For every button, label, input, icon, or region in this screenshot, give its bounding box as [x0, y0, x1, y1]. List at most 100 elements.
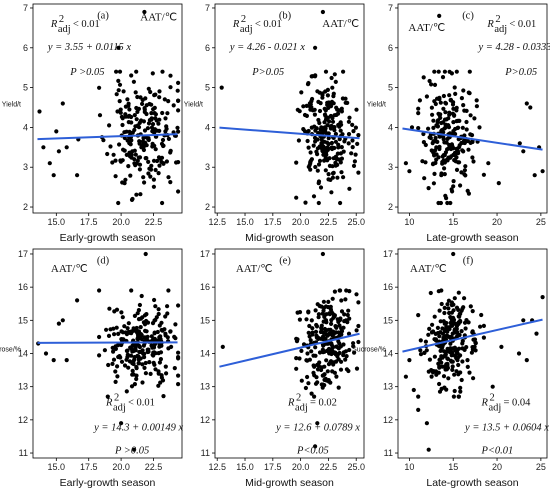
y-tick-label: 13 [18, 382, 28, 392]
scatter-point [356, 133, 361, 138]
scatter-point [315, 89, 320, 94]
scatter-point [169, 344, 174, 349]
r2-subscript: adj [494, 24, 507, 35]
scatter-point [165, 111, 170, 116]
scatter-point [132, 157, 137, 162]
scatter-point [467, 370, 472, 375]
scatter-point [157, 163, 162, 168]
regression-equation: y = 3.55 + 0.0115 x [47, 42, 131, 53]
scatter-point [448, 315, 453, 320]
scatter-point [338, 151, 343, 156]
scatter-point [354, 328, 359, 333]
scatter-point [532, 173, 537, 178]
scatter-point [440, 159, 445, 165]
r2-value: = 0.04 [503, 398, 531, 409]
scatter-point [496, 181, 501, 186]
scatter-point [146, 121, 152, 126]
y-tick-label: 7 [388, 3, 393, 13]
scatter-point [407, 358, 412, 363]
scatter-point [148, 371, 153, 376]
scatter-point [142, 355, 147, 360]
scatter-point [168, 148, 173, 153]
scatter-point [175, 88, 180, 93]
panel-d: 15.0 17.5 20.0 22.5 11 12 13 14 15 16 17 Early-grow… [0, 248, 184, 489]
scatter-point [347, 347, 352, 353]
y-tick-label: 16 [383, 282, 393, 292]
scatter-point [145, 126, 150, 131]
scatter-point [135, 353, 140, 359]
scatter-point [460, 359, 465, 364]
scatter-point [403, 161, 408, 166]
scatter-point [341, 175, 346, 180]
scatter-point [418, 338, 423, 343]
scatter-point [164, 159, 169, 164]
y-tick-label: 6 [205, 43, 210, 53]
scatter-point [102, 348, 107, 353]
scatter-point [176, 98, 181, 103]
scatter-point [152, 93, 157, 98]
scatter-point [464, 127, 469, 132]
y-tick-label: 16 [200, 282, 210, 292]
scatter-point [116, 45, 121, 50]
scatter-point [336, 357, 341, 362]
panel-label: (c) [462, 10, 474, 21]
r2-exponent: 2 [59, 14, 64, 25]
scatter-point [521, 318, 526, 323]
scatter-point [474, 104, 479, 109]
scatter-point [176, 129, 181, 134]
scatter-point [318, 101, 323, 106]
scatter-point [460, 140, 466, 145]
scatter-point [97, 113, 103, 118]
scatter-point [324, 358, 329, 363]
scatter-point [451, 251, 456, 257]
scatter-point [432, 171, 437, 176]
x-axis-label: Early-growth season [60, 477, 156, 489]
scatter-point [165, 335, 170, 340]
scatter-point [428, 290, 433, 296]
scatter-point [115, 109, 120, 114]
scatter-point [297, 109, 302, 114]
scatter-point [468, 113, 473, 118]
scatter-point [156, 383, 161, 388]
y-axis-label: Yield/t [184, 101, 203, 108]
scatter-point [455, 125, 460, 131]
scatter-point [294, 356, 299, 361]
x-tick-label: 20 [492, 217, 502, 227]
scatter-point [294, 195, 299, 200]
x-axis-label: Late-growth season [426, 232, 518, 244]
aat-unit-label: AAT/℃ [236, 263, 273, 275]
scatter-point [355, 141, 360, 146]
scatter-point [156, 121, 161, 126]
scatter-point [444, 320, 449, 326]
scatter-point [352, 350, 357, 355]
scatter-point [426, 126, 431, 131]
p-value: P >0.05 [114, 446, 149, 457]
scatter-point [163, 364, 168, 369]
regression-line [37, 341, 178, 344]
scatter-point [418, 348, 423, 353]
scatter-point [146, 86, 151, 91]
scatter-point [447, 93, 452, 98]
scatter-point [316, 162, 322, 167]
x-tick-label: 15.0 [48, 462, 66, 472]
scatter-point [308, 161, 313, 166]
scatter-point [521, 149, 526, 154]
scatter-point [313, 444, 318, 449]
scatter-point [165, 311, 170, 316]
scatter-point [350, 122, 355, 127]
scatter-point [443, 367, 448, 372]
scatter-point [146, 171, 151, 176]
scatter-point [329, 318, 334, 323]
scatter-point [75, 173, 80, 178]
scatter-point [325, 147, 330, 152]
scatter-point [462, 347, 467, 352]
scatter-point [416, 111, 421, 116]
scatter-point [448, 341, 453, 346]
scatter-point [176, 356, 181, 361]
scatter-point [422, 176, 427, 181]
scatter-point [332, 128, 337, 133]
scatter-point [108, 144, 113, 149]
